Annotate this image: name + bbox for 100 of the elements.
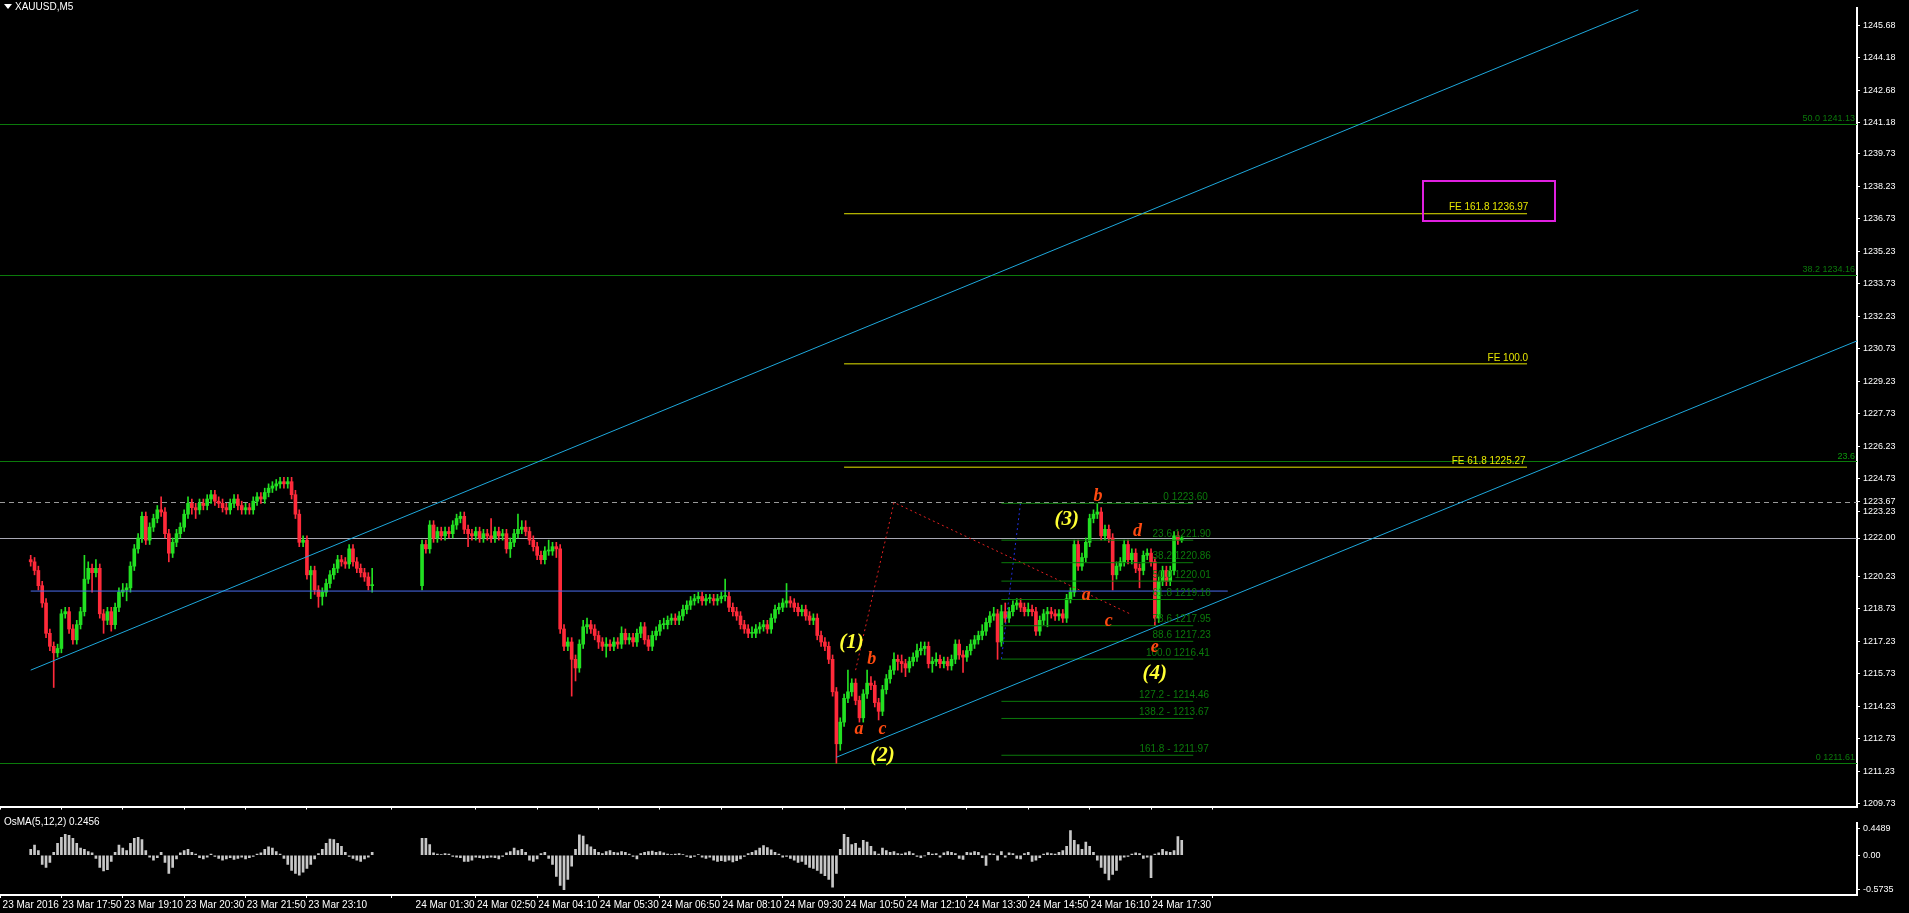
bar — [462, 855, 466, 862]
bar — [789, 855, 792, 859]
y-tick-label: 1215.73 — [1863, 668, 1896, 679]
bar — [198, 855, 201, 859]
bar — [739, 855, 742, 860]
bar — [647, 851, 650, 856]
candlestick — [278, 477, 282, 489]
bar — [1161, 848, 1164, 856]
x-tick-label: 24 Mar 12:10 — [906, 898, 967, 910]
x-tick-label: 24 Mar 06:50 — [661, 898, 721, 910]
bar — [593, 848, 597, 856]
bar — [597, 851, 600, 856]
y-tick-label: 0.00 — [1863, 849, 1881, 860]
annotation: 138.2 - 1213.67 — [1139, 706, 1210, 718]
bar — [267, 846, 270, 856]
bar — [950, 851, 953, 856]
bar — [1061, 850, 1065, 856]
bar — [202, 855, 205, 860]
bar — [919, 855, 923, 859]
bar — [881, 847, 884, 856]
x-tick-label: 23 Mar 20:30 — [185, 898, 245, 910]
annotation: (4) — [1142, 660, 1168, 685]
bar — [102, 855, 105, 872]
bar — [1107, 855, 1111, 881]
bar — [766, 847, 769, 856]
annotation: (2) — [870, 741, 895, 766]
bar — [524, 851, 527, 856]
y-tick-label: 1220.23 — [1863, 570, 1896, 581]
bar — [63, 833, 67, 856]
y-tick-label: 1209.73 — [1863, 798, 1896, 809]
candlestick — [308, 565, 313, 599]
annotation: 161.8 - 1211.97 — [1139, 743, 1210, 755]
x-tick-label: 24 Mar 13:30 — [968, 898, 1028, 910]
y-tick-label: 1227.73 — [1863, 408, 1896, 419]
annotation: b — [1093, 485, 1103, 506]
x-tick-label: 24 Mar 08:10 — [722, 898, 782, 910]
bar — [581, 835, 585, 856]
bar — [769, 849, 773, 856]
chart-title: XAUUSD,M5 — [15, 1, 74, 12]
annotation: FE 100.0 — [1487, 351, 1529, 363]
annotation: 127.2 - 1214.46 — [1139, 689, 1210, 701]
candlestick — [193, 503, 198, 519]
bar — [531, 855, 535, 862]
bar — [719, 855, 723, 862]
bar — [336, 842, 339, 856]
x-tick-label: 24 Mar 04:10 — [538, 898, 598, 910]
bar — [309, 855, 313, 865]
bar — [359, 855, 362, 862]
y-tick-label: 1241.18 — [1863, 117, 1896, 128]
y-tick-label: 1229.23 — [1863, 375, 1896, 386]
bar — [927, 851, 930, 856]
bar — [274, 851, 278, 856]
bar — [1088, 845, 1091, 856]
bar — [1180, 839, 1184, 856]
bar — [758, 847, 762, 856]
bar — [221, 855, 224, 861]
bar — [29, 848, 33, 856]
bar — [543, 851, 547, 856]
bar — [792, 855, 796, 861]
bar — [650, 850, 654, 856]
bar — [996, 855, 999, 861]
bar — [351, 855, 355, 859]
bar — [973, 851, 976, 856]
x-tick-label: 24 Mar 05:30 — [599, 898, 660, 910]
bar — [946, 851, 950, 856]
bar — [804, 855, 808, 865]
x-tick-label: 23 Mar 17:50 — [62, 898, 122, 910]
annotation: a — [1081, 583, 1091, 604]
bar — [478, 855, 481, 859]
y-tick-label: 1244.18 — [1863, 52, 1896, 63]
y-tick-label: 1233.73 — [1863, 278, 1896, 289]
bar — [263, 848, 267, 856]
x-tick-label: 23 Mar 23:10 — [308, 898, 368, 910]
bar — [340, 845, 343, 856]
bar — [75, 842, 79, 856]
x-tick-label: 23 Mar 2016 — [2, 898, 60, 910]
bar — [520, 848, 524, 856]
bar — [236, 855, 240, 859]
bar — [624, 851, 627, 856]
y-tick-label: 1214.23 — [1863, 700, 1896, 711]
y-tick-label: 1224.73 — [1863, 473, 1896, 484]
x-tick-label: 24 Mar 14:50 — [1029, 898, 1089, 910]
annotation: 88.6 1217.23 — [1152, 629, 1212, 641]
annotation: b — [867, 647, 877, 668]
candlestick — [723, 578, 727, 602]
bar — [40, 855, 44, 865]
bar — [1000, 851, 1003, 856]
bar — [248, 855, 251, 859]
bar — [508, 851, 512, 856]
y-tick-label: 1238.23 — [1863, 180, 1896, 191]
ref-line-label: 38.2 1234.16 — [1802, 263, 1855, 274]
bar — [33, 844, 36, 856]
y-tick-label: 1217.23 — [1863, 635, 1896, 646]
x-tick-label: 24 Mar 09:30 — [783, 898, 844, 910]
bar — [762, 845, 765, 856]
bar — [290, 855, 293, 871]
y-tick-label: 1230.73 — [1863, 343, 1896, 354]
y-tick-label: 1222.00 — [1863, 532, 1896, 543]
y-tick-label: 1212.73 — [1863, 733, 1896, 744]
bar — [815, 855, 819, 871]
